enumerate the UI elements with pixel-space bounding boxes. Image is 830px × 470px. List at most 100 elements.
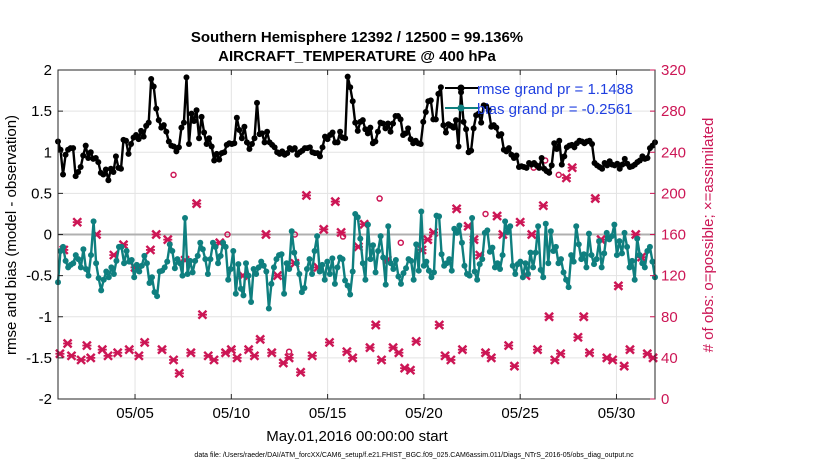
rmse-point — [342, 135, 349, 142]
x-tick-label-1: 05/10 — [213, 405, 251, 422]
bias-point — [235, 261, 242, 268]
rmse-point — [475, 110, 482, 117]
bias-point — [245, 272, 252, 279]
bias-point — [215, 260, 222, 267]
obs-assimilated-marker — [76, 355, 86, 365]
obs-assimilated-marker — [191, 198, 202, 209]
y-axis-ticks: 2 1.5 1 0.5 0 -0.5 -1 -1.5 -2 — [26, 62, 63, 408]
bias-point — [319, 261, 326, 268]
rmse-point — [246, 145, 253, 152]
bias-point — [499, 252, 506, 259]
bias-point — [367, 256, 374, 263]
obs-assimilated-marker — [532, 344, 543, 355]
bias-point — [227, 266, 234, 273]
rmse-point — [485, 107, 492, 114]
x-tick-label-4: 05/25 — [501, 405, 539, 422]
bias-point — [392, 256, 399, 263]
bias-point — [596, 238, 603, 245]
obs-assimilated-marker — [157, 344, 167, 355]
bias-point — [395, 273, 402, 280]
y-tick-label-8: -2 — [39, 391, 52, 408]
obs-assimilated-marker — [503, 340, 514, 351]
rmse-point — [198, 113, 205, 120]
obs-assimilated-marker — [405, 365, 416, 376]
bias-point — [568, 252, 575, 259]
bias-point — [453, 229, 460, 236]
bias-point — [105, 274, 112, 281]
rmse-point — [556, 137, 563, 144]
rmse-point — [420, 118, 427, 125]
y2-tick-label-1: 280 — [661, 103, 686, 120]
obs-assimilated-marker — [347, 353, 358, 363]
rmse-point — [422, 108, 429, 115]
obs-assimilated-marker — [301, 190, 312, 201]
bias-point — [588, 252, 595, 259]
obs-assimilated-marker — [324, 337, 335, 348]
rmse-point — [493, 124, 500, 131]
bias-point — [171, 265, 178, 272]
bias-point — [408, 257, 415, 264]
rmse-point — [291, 145, 298, 152]
bias-point — [263, 268, 270, 275]
rmse-point — [271, 144, 278, 151]
bias-point — [649, 258, 656, 265]
bias-point — [382, 281, 389, 288]
bias-point — [118, 243, 125, 250]
bias-point — [410, 276, 417, 283]
bias-point — [403, 265, 410, 272]
rmse-point — [135, 136, 142, 143]
obs-assimilated-marker — [625, 344, 635, 355]
rmse-point — [145, 119, 152, 126]
rmse-point — [216, 156, 223, 163]
legend-rmse-marker — [457, 84, 465, 92]
x-tick-label-2: 05/15 — [309, 405, 347, 422]
bias-point — [103, 268, 110, 275]
bias-point — [253, 270, 260, 277]
bias-point — [629, 257, 636, 264]
obs-assimilated-marker — [266, 347, 277, 358]
bias-point — [504, 229, 511, 236]
bias-point — [390, 266, 397, 273]
obs-assimilated-marker — [249, 350, 260, 361]
bias-point — [364, 221, 371, 228]
rmse-point — [453, 117, 459, 124]
bias-point — [613, 252, 620, 259]
rmse-point — [319, 144, 326, 151]
obs-assimilated-marker — [272, 270, 283, 281]
y-tick-label-7: -1.5 — [26, 350, 52, 367]
rmse-point — [138, 127, 145, 134]
obs-assimilated-marker — [613, 281, 624, 291]
rmse-point — [180, 119, 187, 126]
bias-point — [161, 264, 168, 271]
bias-point — [121, 260, 128, 267]
bias-point — [349, 268, 356, 275]
bias-point — [324, 258, 331, 265]
obs-assimilated-marker — [515, 217, 526, 228]
bias-point — [187, 257, 194, 264]
bias-point — [626, 264, 633, 271]
bias-point — [370, 242, 377, 249]
bias-point — [616, 238, 623, 245]
rmse-point — [523, 164, 530, 171]
bias-point — [237, 285, 244, 292]
rmse-point — [337, 128, 344, 135]
rmse-point — [261, 139, 268, 146]
rmse-point — [468, 147, 475, 154]
bias-point — [385, 223, 392, 230]
rmse-point — [110, 168, 117, 175]
rmse-point — [233, 114, 240, 121]
bias-point — [413, 241, 420, 248]
bias-point — [593, 256, 600, 263]
bias-point — [143, 260, 150, 267]
rmse-point — [102, 166, 109, 173]
bias-point — [93, 260, 100, 267]
bias-point — [524, 270, 531, 277]
y2-tick-label-2: 240 — [661, 144, 686, 161]
rmse-point — [75, 168, 82, 175]
bias-point — [255, 264, 262, 271]
bias-point — [519, 274, 526, 281]
obs-assimilated-marker — [486, 353, 497, 363]
bias-point — [400, 270, 407, 277]
rmse-point — [160, 122, 167, 129]
obs-assimilated-marker — [232, 353, 242, 363]
